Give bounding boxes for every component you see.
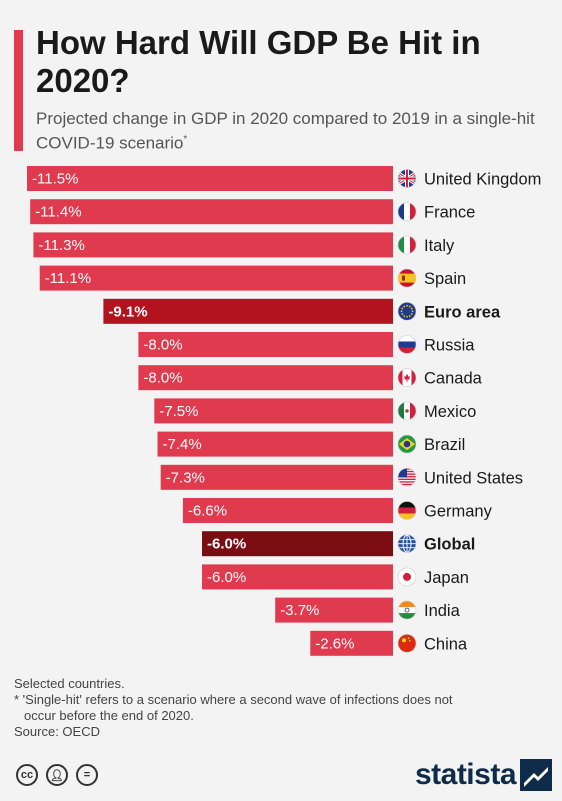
footer-notes: Selected countries. * 'Single-hit' refer… [14,676,544,740]
value-label: -7.4% [163,436,202,453]
gdp-bar-chart: -11.5% United Kingdom -11.4% France -11.3% It… [27,166,541,656]
category-label: United Kingdom [424,171,541,189]
bar-india [275,597,393,623]
category-label: Germany [424,503,493,521]
category-label: Russia [424,337,475,355]
value-label: -11.3% [38,237,84,254]
globe-icon [397,534,417,554]
ru-flag-icon [397,335,417,354]
category-label: United States [424,469,523,487]
no-derivatives-icon[interactable]: = [76,764,98,786]
value-label: -7.3% [166,469,205,486]
bar-united-states [160,464,393,490]
es-flag-icon [397,268,417,288]
chart-subtitle: Projected change in GDP in 2020 compared… [36,108,536,154]
subtitle-footnote-mark: * [183,134,188,145]
value-label: -7.5% [159,403,198,420]
value-label: -11.1% [45,270,91,287]
bar-china [310,630,393,656]
category-label: Global [424,536,475,554]
category-label: Japan [424,569,469,587]
value-label: -6.0% [207,536,246,553]
de-flag-icon [397,501,417,520]
subtitle-text: Projected change in GDP in 2020 compared… [36,109,535,153]
value-label: -11.5% [32,171,78,188]
note-single-hit-cont: occur before the end of 2020. [24,708,194,723]
br-flag-icon [397,434,417,454]
eu-flag-icon [397,302,417,321]
statista-mark-icon [520,759,552,791]
bar-spain [39,265,393,291]
value-label: -3.7% [280,602,319,619]
source-text: Source: OECD [14,724,100,739]
category-label: France [424,204,475,222]
value-label: -9.1% [108,303,147,320]
bar-canada [138,365,393,391]
value-label: -8.0% [143,337,182,354]
us-flag-icon [397,467,417,487]
it-flag-icon [397,235,417,255]
attribution-icon[interactable]: 👤︎ [46,764,68,786]
value-label: -6.6% [188,503,227,520]
value-label: -11.4% [35,204,81,221]
fr-flag-icon [397,202,417,222]
category-label: Spain [424,270,466,288]
ca-flag-icon [397,368,417,387]
value-label: -2.6% [315,635,354,652]
value-label: -8.0% [143,370,182,387]
bar-mexico [154,398,393,424]
in-flag-icon [397,600,417,620]
bar-euro-area [103,298,394,324]
bar-germany [182,498,393,523]
bar-italy [33,232,394,258]
bar-brazil [157,431,393,457]
note-single-hit: * 'Single-hit' refers to a scenario wher… [14,692,453,707]
category-label: Mexico [424,403,476,421]
category-label: Euro area [424,303,501,321]
statista-logo[interactable]: statista [415,758,552,792]
cc-icon[interactable]: cc [16,764,38,786]
jp-flag-icon [397,567,417,587]
bar-russia [138,332,393,357]
value-label: -6.0% [207,569,246,586]
brand-name: statista [414,758,517,791]
chart-title: How Hard Will GDP Be Hit in 2020? [36,24,481,99]
category-label: China [424,635,468,653]
category-label: India [424,602,461,620]
note-selected-countries: Selected countries. [14,676,125,691]
mx-flag-icon [397,401,417,421]
cn-flag-icon [397,633,417,653]
category-label: Canada [424,370,483,388]
category-label: Italy [424,237,455,255]
license-icons: cc 👤︎ = [16,764,98,786]
bar-japan [202,564,393,590]
gb-flag-icon [397,169,417,188]
title-accent-bar [14,30,23,151]
bar-united-kingdom [27,166,393,191]
bar-france [30,199,393,225]
category-label: Brazil [424,436,465,454]
bar-global [202,531,393,557]
